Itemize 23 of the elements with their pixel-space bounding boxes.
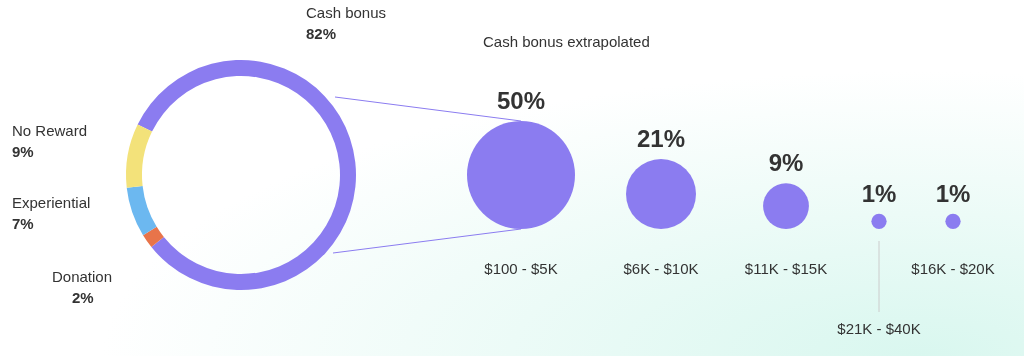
category-label: $100 - $5K [484, 260, 558, 277]
data-label: 7% [12, 215, 34, 232]
category-label: $21K - $40K [837, 320, 921, 337]
category-label: $6K - $10K [623, 260, 699, 277]
slice-label: Cash bonus [306, 4, 387, 21]
data-label: 50% [496, 87, 546, 114]
slice-label: Donation [52, 268, 113, 285]
data-label: 2% [72, 289, 94, 306]
slice-label: No Reward [12, 122, 88, 139]
data-label: 1% [861, 179, 897, 207]
data-label: 82% [306, 25, 337, 42]
data-label: 1% [935, 179, 971, 207]
category-label: $11K - $15K [744, 260, 828, 277]
donut-slice [137, 60, 356, 290]
slice-label: Experiential [12, 194, 91, 211]
data-label: 21% [636, 125, 686, 153]
data-label: 9% [768, 149, 804, 177]
donut-slice [143, 226, 164, 248]
data-label: 9% [12, 143, 34, 160]
category-label: $16K - $20K [911, 260, 995, 277]
text: Cash bonus extrapolated [483, 33, 650, 50]
donut-slice [126, 186, 157, 236]
donut-slice [126, 124, 153, 188]
